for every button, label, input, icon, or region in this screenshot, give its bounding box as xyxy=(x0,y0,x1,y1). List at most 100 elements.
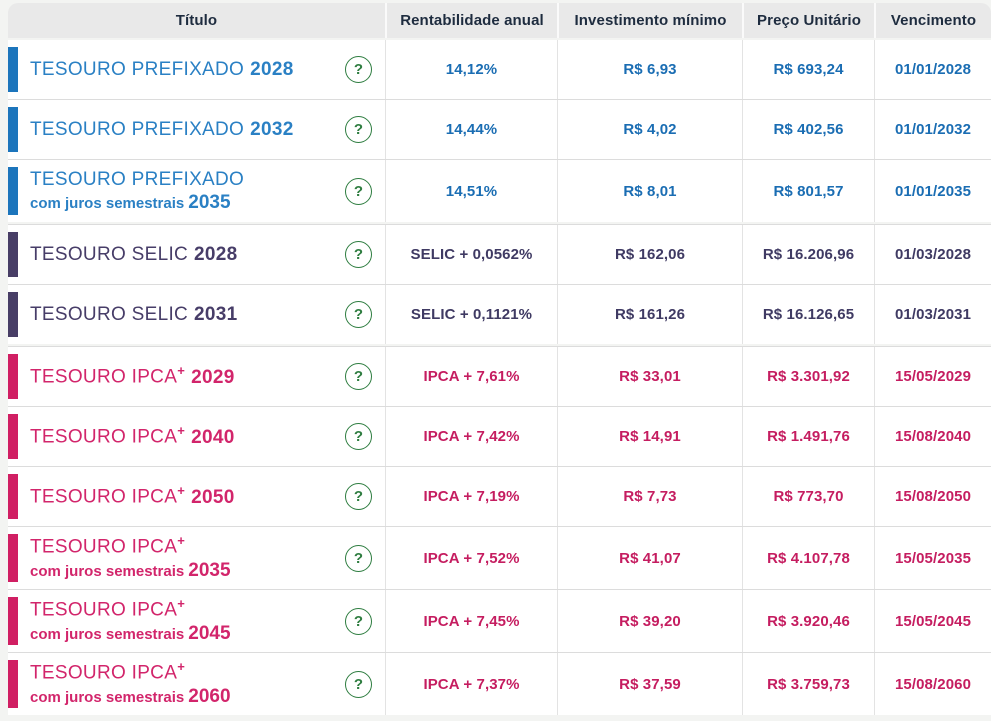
help-button[interactable]: ? xyxy=(345,116,372,143)
help-button[interactable]: ? xyxy=(345,670,372,698)
bond-color-bar xyxy=(8,232,18,277)
bond-title: TESOURO PREFIXADO com juros semestrais 20… xyxy=(30,168,245,213)
table-body: TESOURO PREFIXADO 2028 ? 14,12% R$ 6,93 R… xyxy=(8,40,991,715)
bond-year: 2035 xyxy=(188,191,231,213)
bond-color-bar xyxy=(8,474,18,519)
bond-title: TESOURO IPCA+ 2050 xyxy=(30,483,235,508)
question-mark-icon: ? xyxy=(353,121,364,138)
bond-color-bar xyxy=(8,354,18,399)
table-row[interactable]: TESOURO PREFIXADO com juros semestrais 20… xyxy=(8,159,991,222)
column-header-investimento: Investimento mínimo xyxy=(557,3,742,38)
question-mark-icon: ? xyxy=(353,368,364,385)
bond-color-bar xyxy=(8,597,18,645)
investimento-minimo-value: R$ 39,20 xyxy=(557,590,742,652)
preco-unitario-value: R$ 3.759,73 xyxy=(742,653,874,715)
table-row[interactable]: TESOURO IPCA+ com juros semestrais 2045 ?… xyxy=(8,589,991,652)
preco-unitario-value: R$ 402,56 xyxy=(742,100,874,159)
investimento-minimo-value: R$ 7,73 xyxy=(557,467,742,526)
question-mark-icon: ? xyxy=(353,182,364,200)
table-row[interactable]: TESOURO PREFIXADO 2032 ? 14,44% R$ 4,02 R… xyxy=(8,99,991,159)
vencimento-value: 15/08/2050 xyxy=(874,467,991,526)
titulo-cell: TESOURO PREFIXADO 2028 ? xyxy=(8,40,385,99)
vencimento-value: 15/05/2035 xyxy=(874,527,991,589)
table-row[interactable]: TESOURO IPCA+ 2029 ? IPCA + 7,61% R$ 33,0… xyxy=(8,346,991,406)
question-mark-icon: ? xyxy=(353,428,364,445)
preco-unitario-value: R$ 773,70 xyxy=(742,467,874,526)
investimento-minimo-value: R$ 14,91 xyxy=(557,407,742,466)
vencimento-value: 15/08/2040 xyxy=(874,407,991,466)
rentabilidade-anual-value: SELIC + 0,1121% xyxy=(385,285,557,344)
help-button[interactable]: ? xyxy=(345,483,372,510)
help-button[interactable]: ? xyxy=(345,56,372,83)
bond-year: 2035 xyxy=(188,559,231,581)
question-mark-icon: ? xyxy=(353,488,364,505)
bond-year: 2028 xyxy=(250,58,294,80)
investimento-minimo-value: R$ 8,01 xyxy=(557,160,742,222)
vencimento-value: 15/05/2045 xyxy=(874,590,991,652)
rentabilidade-anual-value: 14,44% xyxy=(385,100,557,159)
bond-title: TESOURO IPCA+ com juros semestrais 2035 xyxy=(30,533,231,581)
help-button[interactable]: ? xyxy=(345,363,372,390)
table-row[interactable]: TESOURO SELIC 2028 ? SELIC + 0,0562% R$ 1… xyxy=(8,224,991,284)
bond-title: TESOURO PREFIXADO 2028 xyxy=(30,58,294,80)
preco-unitario-value: R$ 4.107,78 xyxy=(742,527,874,589)
bond-color-bar xyxy=(8,292,18,337)
investimento-minimo-value: R$ 161,26 xyxy=(557,285,742,344)
rentabilidade-anual-value: SELIC + 0,0562% xyxy=(385,225,557,284)
preco-unitario-value: R$ 16.126,65 xyxy=(742,285,874,344)
help-button[interactable]: ? xyxy=(345,544,372,572)
bond-year: 2060 xyxy=(188,685,231,707)
vencimento-value: 01/03/2028 xyxy=(874,225,991,284)
bond-title: TESOURO SELIC 2028 xyxy=(30,243,238,265)
preco-unitario-value: R$ 16.206,96 xyxy=(742,225,874,284)
titulo-cell: TESOURO PREFIXADO 2032 ? xyxy=(8,100,385,159)
vencimento-value: 01/03/2031 xyxy=(874,285,991,344)
help-button[interactable]: ? xyxy=(345,177,372,205)
preco-unitario-value: R$ 693,24 xyxy=(742,40,874,99)
table-row[interactable]: TESOURO IPCA+ 2050 ? IPCA + 7,19% R$ 7,73… xyxy=(8,466,991,526)
table-row[interactable]: TESOURO IPCA+ 2040 ? IPCA + 7,42% R$ 14,9… xyxy=(8,406,991,466)
preco-unitario-value: R$ 801,57 xyxy=(742,160,874,222)
preco-unitario-value: R$ 3.920,46 xyxy=(742,590,874,652)
investimento-minimo-value: R$ 4,02 xyxy=(557,100,742,159)
vencimento-value: 15/05/2029 xyxy=(874,347,991,406)
rentabilidade-anual-value: IPCA + 7,42% xyxy=(385,407,557,466)
rentabilidade-anual-value: 14,51% xyxy=(385,160,557,222)
bond-color-bar xyxy=(8,107,18,152)
bond-title: TESOURO IPCA+ 2029 xyxy=(30,363,235,388)
preco-unitario-value: R$ 3.301,92 xyxy=(742,347,874,406)
bond-year: 2050 xyxy=(191,486,235,508)
titulo-cell: TESOURO IPCA+ com juros semestrais 2060 ? xyxy=(8,653,385,715)
help-button[interactable]: ? xyxy=(345,241,372,268)
table-row[interactable]: TESOURO IPCA+ com juros semestrais 2035 ?… xyxy=(8,526,991,589)
investimento-minimo-value: R$ 37,59 xyxy=(557,653,742,715)
help-button[interactable]: ? xyxy=(345,423,372,450)
titulo-cell: TESOURO SELIC 2028 ? xyxy=(8,225,385,284)
plus-superscript: + xyxy=(177,363,186,379)
titulo-cell: TESOURO IPCA+ 2029 ? xyxy=(8,347,385,406)
table-row[interactable]: TESOURO SELIC 2031 ? SELIC + 0,1121% R$ 1… xyxy=(8,284,991,344)
rentabilidade-anual-value: IPCA + 7,45% xyxy=(385,590,557,652)
column-header-preco: Preço Unitário xyxy=(742,3,874,38)
help-button[interactable]: ? xyxy=(345,301,372,328)
bond-color-bar xyxy=(8,414,18,459)
question-mark-icon: ? xyxy=(353,612,364,630)
rentabilidade-anual-value: IPCA + 7,19% xyxy=(385,467,557,526)
vencimento-value: 01/01/2035 xyxy=(874,160,991,222)
investimento-minimo-value: R$ 162,06 xyxy=(557,225,742,284)
help-button[interactable]: ? xyxy=(345,607,372,635)
bond-color-bar xyxy=(8,167,18,215)
investimento-minimo-value: R$ 33,01 xyxy=(557,347,742,406)
bond-year: 2045 xyxy=(188,622,231,644)
bond-title: TESOURO IPCA+ 2040 xyxy=(30,423,235,448)
titulo-cell: TESOURO SELIC 2031 ? xyxy=(8,285,385,344)
table-row[interactable]: TESOURO IPCA+ com juros semestrais 2060 ?… xyxy=(8,652,991,715)
bond-title: TESOURO SELIC 2031 xyxy=(30,303,238,325)
plus-superscript: + xyxy=(177,423,186,439)
bond-color-bar xyxy=(8,47,18,92)
titulo-cell: TESOURO IPCA+ com juros semestrais 2045 ? xyxy=(8,590,385,652)
titulo-cell: TESOURO IPCA+ 2050 ? xyxy=(8,467,385,526)
titulo-cell: TESOURO IPCA+ com juros semestrais 2035 ? xyxy=(8,527,385,589)
bond-title: TESOURO IPCA+ com juros semestrais 2060 xyxy=(30,659,231,707)
table-row[interactable]: TESOURO PREFIXADO 2028 ? 14,12% R$ 6,93 R… xyxy=(8,40,991,99)
